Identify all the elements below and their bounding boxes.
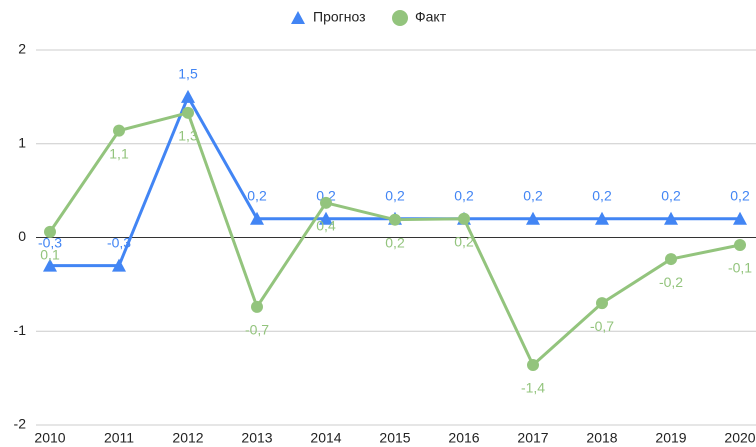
x-tick-label: 2011 [104, 430, 134, 446]
data-label: 1,1 [109, 145, 129, 161]
point [43, 258, 57, 272]
data-label: -0,7 [590, 318, 614, 334]
point [182, 106, 194, 119]
point [596, 297, 608, 310]
data-label: -0,2 [659, 274, 683, 290]
point [320, 196, 332, 209]
point [733, 211, 747, 225]
legend-label: Факт [415, 9, 447, 25]
point [251, 300, 263, 313]
data-label: 0,2 [661, 187, 681, 203]
y-tick-label: -2 [14, 416, 27, 432]
data-label: 0,2 [385, 187, 405, 203]
point [595, 211, 609, 225]
x-tick-label: 2010 [34, 430, 65, 446]
y-tick-label: 0 [18, 228, 26, 244]
point [664, 211, 678, 225]
data-label: 0,2 [523, 187, 543, 203]
data-label: 0,2 [247, 187, 267, 203]
x-tick-label: 2018 [586, 430, 617, 446]
data-label: 1,5 [178, 66, 198, 82]
data-label: 0,2 [730, 187, 750, 203]
point [665, 253, 677, 266]
point [527, 359, 539, 371]
point [734, 239, 746, 251]
x-tick-label: 2014 [310, 430, 341, 446]
point [250, 211, 264, 225]
x-tick-label: 2019 [655, 430, 686, 446]
point [181, 89, 195, 103]
point [389, 213, 401, 226]
point [113, 124, 125, 137]
x-tick-label: 2013 [241, 430, 272, 446]
data-label: -0,7 [245, 322, 269, 338]
point [319, 211, 333, 225]
x-tick-label: 2012 [172, 430, 203, 446]
y-tick-label: 2 [18, 41, 26, 57]
data-label: 1,3 [178, 128, 198, 144]
legend-marker [291, 11, 305, 24]
y-tick-label: 1 [18, 134, 26, 150]
data-label: 0,1 [40, 247, 60, 263]
point [44, 225, 56, 238]
x-tick-label: 2015 [379, 430, 410, 446]
y-tick-label: -1 [14, 322, 27, 338]
data-label: -1,4 [521, 380, 545, 396]
data-label: 0,2 [454, 233, 474, 249]
data-label: -0,3 [107, 234, 131, 250]
x-tick-label: 2017 [517, 430, 548, 446]
data-label: 0,4 [316, 218, 336, 234]
x-tick-label: 2016 [448, 430, 479, 446]
point [526, 211, 540, 225]
data-label: 0,2 [592, 187, 612, 203]
legend-label: Прогноз [313, 9, 366, 25]
data-label: -0,3 [38, 234, 62, 250]
point [112, 258, 126, 272]
data-label: 0,2 [454, 187, 474, 203]
data-label: -0,1 [728, 260, 752, 276]
x-tick-label: 2020 [724, 430, 755, 446]
legend-marker [392, 10, 408, 26]
point [458, 212, 470, 225]
data-label: 0,2 [385, 234, 405, 250]
